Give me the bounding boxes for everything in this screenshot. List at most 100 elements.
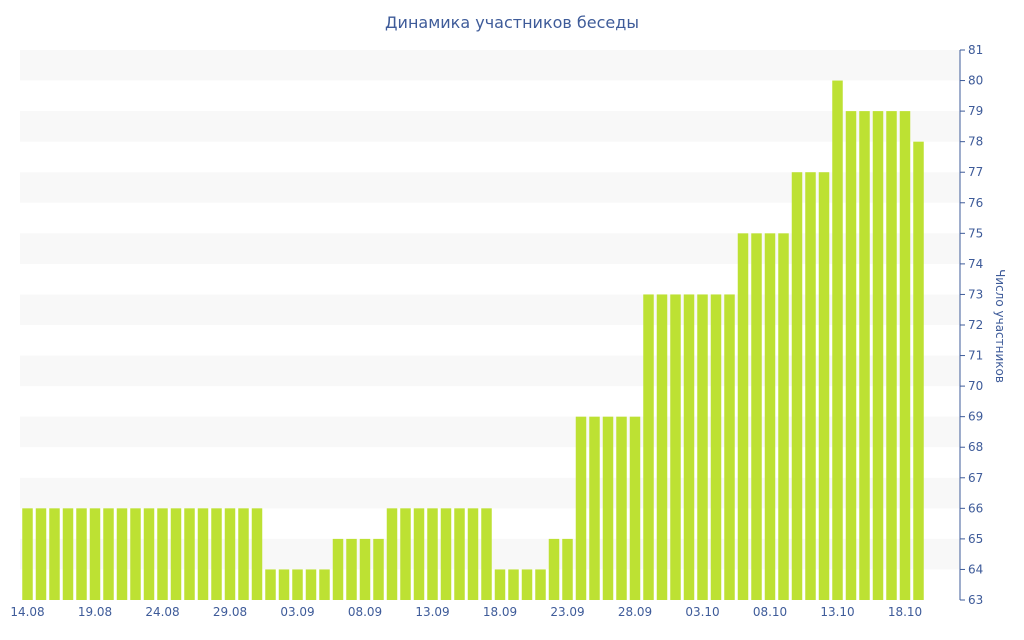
bar <box>440 508 452 600</box>
bar <box>467 508 479 600</box>
y-tick-label: 79 <box>968 104 983 118</box>
bar <box>508 569 519 600</box>
y-tick-label: 77 <box>968 165 983 179</box>
bar <box>49 508 60 600</box>
x-tick-label: 13.09 <box>415 605 449 619</box>
x-axis-ticks: 14.08 19.08 24.08 29.08 03.09 08.09 13.09 18.09… <box>10 605 922 619</box>
bar <box>481 508 492 600</box>
bar <box>791 172 803 600</box>
y-tick-label: 66 <box>968 501 983 515</box>
bar <box>778 233 789 601</box>
bar <box>143 508 155 600</box>
y-tick-label: 65 <box>968 532 983 546</box>
bar <box>832 80 843 601</box>
x-tick-label: 08.10 <box>753 605 787 619</box>
y-tick-label: 64 <box>968 562 983 576</box>
bar <box>211 508 222 600</box>
bar <box>697 294 708 600</box>
bar <box>886 111 897 600</box>
bar <box>89 508 101 600</box>
grid-band <box>20 233 960 264</box>
bar <box>224 508 236 600</box>
bar <box>170 508 182 600</box>
grid-band <box>20 50 960 81</box>
bar <box>629 416 641 600</box>
grid-band <box>20 172 960 203</box>
x-tick-label: 14.08 <box>10 605 44 619</box>
grid-band <box>20 416 960 448</box>
y-tick-label: 68 <box>968 440 983 454</box>
bar <box>872 111 884 600</box>
bar <box>575 416 587 600</box>
bar <box>278 569 290 600</box>
bar <box>548 538 560 600</box>
x-tick-label: 19.08 <box>78 605 112 619</box>
y-tick-label: 74 <box>968 257 983 271</box>
bar <box>521 569 533 600</box>
y-tick-label: 76 <box>968 196 983 210</box>
bar <box>359 538 371 600</box>
x-tick-label: 24.08 <box>145 605 179 619</box>
grid-bands <box>20 50 960 570</box>
y-tick-label: 67 <box>968 471 983 485</box>
bar <box>818 172 830 600</box>
grid-band <box>20 111 960 142</box>
x-tick-label: 03.10 <box>685 605 719 619</box>
bar <box>683 294 695 600</box>
bar <box>386 508 398 600</box>
chart-title: Динамика участников беседы <box>385 13 639 32</box>
bar <box>62 508 74 600</box>
y-tick-label: 80 <box>968 74 983 88</box>
bar <box>427 508 438 600</box>
bar <box>656 294 668 600</box>
bar <box>562 538 573 600</box>
bar <box>602 416 614 600</box>
bar <box>710 294 722 600</box>
x-tick-label: 08.09 <box>348 605 382 619</box>
y-tick-label: 73 <box>968 287 983 301</box>
bar <box>805 172 816 600</box>
bar <box>265 569 276 600</box>
grid-band <box>20 355 960 387</box>
x-tick-label: 13.10 <box>820 605 854 619</box>
bar <box>35 508 47 600</box>
bar <box>724 294 735 600</box>
bar <box>157 508 168 600</box>
bar <box>184 508 195 600</box>
bar <box>319 569 330 600</box>
bar <box>913 141 924 600</box>
bar <box>197 508 209 600</box>
bar <box>413 508 425 600</box>
bar <box>238 508 249 600</box>
x-tick-label: 29.08 <box>213 605 247 619</box>
grid-band <box>20 294 960 325</box>
bar <box>22 508 33 600</box>
bar <box>764 233 776 601</box>
bars-group <box>22 80 924 601</box>
x-tick-label: 28.09 <box>618 605 652 619</box>
x-tick-label: 03.09 <box>280 605 314 619</box>
bar <box>859 111 870 600</box>
bar <box>751 233 762 601</box>
y-tick-label: 71 <box>968 349 983 363</box>
bar <box>494 569 506 600</box>
y-tick-label: 70 <box>968 379 983 393</box>
bar <box>845 111 857 600</box>
y-tick-label: 78 <box>968 135 983 149</box>
grid-band <box>20 477 960 509</box>
bar <box>332 538 344 600</box>
y-tick-label: 75 <box>968 226 983 240</box>
y-axis-ticks: 63 64 65 66 67 68 69 70 71 72 73 74 75 76 77 78 79 80 81 <box>960 43 983 607</box>
bar <box>899 111 911 600</box>
bar <box>103 508 114 600</box>
bar <box>589 416 600 600</box>
bar <box>643 294 654 600</box>
bar <box>251 508 263 600</box>
y-tick-label: 81 <box>968 43 983 57</box>
bar <box>454 508 465 600</box>
bar <box>346 538 357 600</box>
bar <box>737 233 749 601</box>
bar <box>373 538 384 600</box>
